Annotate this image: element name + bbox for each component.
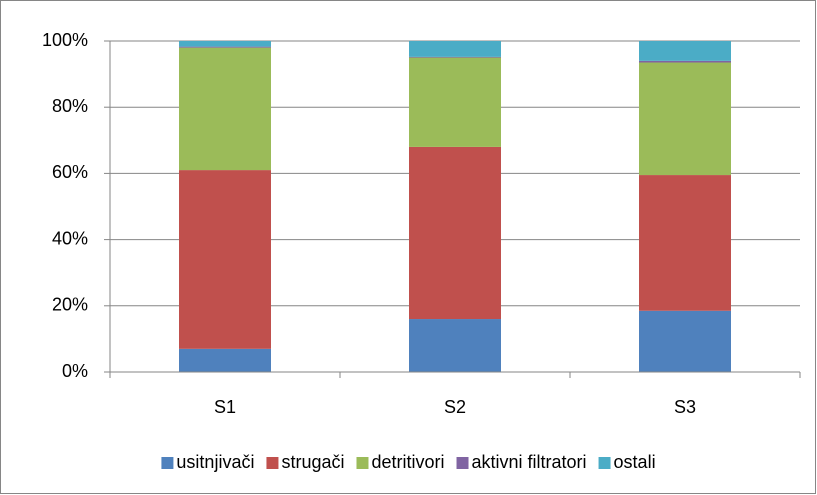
legend-swatch bbox=[356, 457, 369, 469]
bar-segment bbox=[179, 41, 271, 47]
bar-segment bbox=[409, 146, 501, 320]
legend-label: strugači bbox=[281, 452, 344, 472]
bar-segment bbox=[409, 56, 501, 58]
y-tick-label: 80% bbox=[52, 96, 88, 116]
bar-segment bbox=[179, 348, 271, 372]
legend-label: aktivni filtratori bbox=[472, 452, 587, 472]
bar-segment bbox=[409, 319, 501, 372]
bar-segment bbox=[179, 47, 271, 171]
legend-label: ostali bbox=[614, 452, 656, 472]
legend-swatch bbox=[266, 457, 279, 469]
bar-segment bbox=[639, 60, 731, 63]
bar-segment bbox=[409, 57, 501, 147]
bar-segment bbox=[639, 62, 731, 176]
legend-label: detritivori bbox=[371, 452, 444, 472]
y-tick-label: 0% bbox=[62, 361, 88, 381]
legend-swatch bbox=[598, 457, 611, 469]
legend-label: usitnjivači bbox=[176, 452, 254, 472]
x-tick-label: S1 bbox=[214, 397, 236, 417]
y-tick-label: 40% bbox=[52, 228, 88, 248]
x-tick-label: S2 bbox=[444, 397, 466, 417]
y-tick-label: 60% bbox=[52, 162, 88, 182]
x-tick-label: S3 bbox=[674, 397, 696, 417]
y-tick-label: 20% bbox=[52, 295, 88, 315]
bar-segment bbox=[639, 41, 731, 61]
y-tick-label: 100% bbox=[42, 30, 88, 50]
legend-swatch bbox=[161, 457, 174, 469]
bar-segment bbox=[179, 46, 271, 48]
bar-segment bbox=[639, 310, 731, 372]
legend-swatch bbox=[456, 457, 469, 469]
bar-segment bbox=[639, 175, 731, 311]
bar-segment bbox=[409, 41, 501, 57]
bar-segment bbox=[179, 170, 271, 349]
